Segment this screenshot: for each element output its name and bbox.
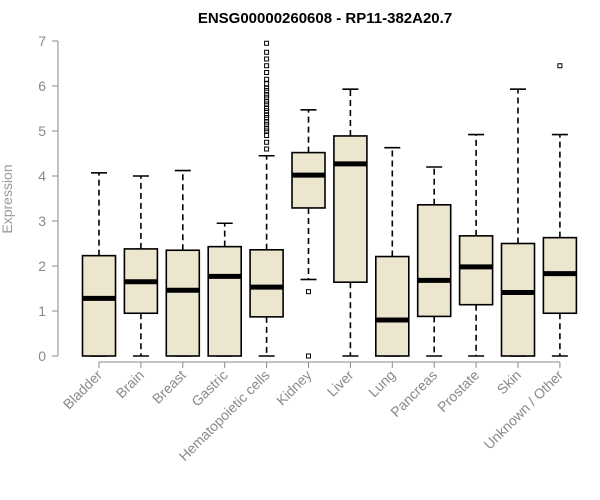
outlier-point bbox=[264, 56, 270, 62]
y-tick-label: 0 bbox=[38, 348, 46, 364]
y-tick-label: 2 bbox=[38, 258, 46, 274]
y-tick-label: 6 bbox=[38, 78, 46, 94]
box-pancreas bbox=[416, 166, 452, 357]
outlier-point bbox=[264, 133, 270, 138]
iqr-box bbox=[458, 235, 494, 306]
outlier-point bbox=[264, 63, 270, 69]
x-tick-label: Skin bbox=[494, 367, 525, 398]
iqr-box bbox=[416, 204, 452, 318]
x-tick-label: Kidney bbox=[273, 367, 315, 409]
x-tick-label: Lung bbox=[365, 367, 398, 400]
outlier-point bbox=[264, 70, 270, 75]
iqr-box bbox=[207, 245, 242, 357]
chart-title: ENSG00000260608 - RP11-382A20.7 bbox=[198, 10, 452, 27]
x-tick-label: Brain bbox=[113, 367, 147, 401]
box-breast bbox=[165, 169, 201, 357]
y-axis: 0 1 2 3 4 5 6 7 bbox=[38, 33, 59, 364]
box-gastric bbox=[207, 222, 242, 357]
x-tick-label: Pancreas bbox=[387, 367, 440, 420]
iqr-box bbox=[249, 249, 284, 318]
x-tick-label: Breast bbox=[149, 367, 189, 407]
iqr-box bbox=[333, 135, 368, 283]
outlier-point bbox=[264, 40, 270, 46]
x-tick-label: Liver bbox=[324, 367, 357, 400]
iqr-box bbox=[374, 255, 410, 357]
box-prostate bbox=[458, 133, 494, 357]
outlier-point bbox=[264, 81, 270, 87]
x-tick-label: Unknown / Other bbox=[480, 367, 566, 453]
box-lung bbox=[374, 146, 410, 357]
box-skin bbox=[500, 88, 536, 357]
outlier-point bbox=[264, 139, 270, 145]
box-bladder bbox=[81, 172, 117, 357]
outlier-point bbox=[306, 353, 311, 359]
y-tick-label: 1 bbox=[38, 303, 46, 319]
outlier-point bbox=[264, 49, 270, 55]
box-kidney bbox=[291, 109, 326, 359]
iqr-box bbox=[291, 151, 326, 209]
x-tick-label: Prostate bbox=[434, 367, 482, 415]
outlier-point bbox=[264, 76, 270, 82]
outlier-point bbox=[264, 146, 270, 152]
outlier-point bbox=[306, 289, 311, 295]
box-unknown-other bbox=[542, 63, 578, 357]
outlier-point bbox=[557, 63, 563, 69]
y-axis-label: Expression bbox=[0, 164, 15, 233]
y-tick-label: 4 bbox=[38, 168, 46, 184]
y-tick-label: 5 bbox=[38, 123, 46, 139]
box-group bbox=[81, 40, 578, 359]
box-liver bbox=[333, 88, 368, 357]
box-brain bbox=[123, 175, 159, 357]
y-tick-label: 7 bbox=[38, 33, 46, 49]
iqr-box bbox=[500, 242, 536, 357]
iqr-box bbox=[81, 254, 117, 357]
box-hematopoietic-cells bbox=[249, 40, 284, 357]
y-tick-label: 3 bbox=[38, 213, 46, 229]
x-tick-label: Bladder bbox=[60, 367, 106, 413]
iqr-box bbox=[165, 249, 201, 357]
